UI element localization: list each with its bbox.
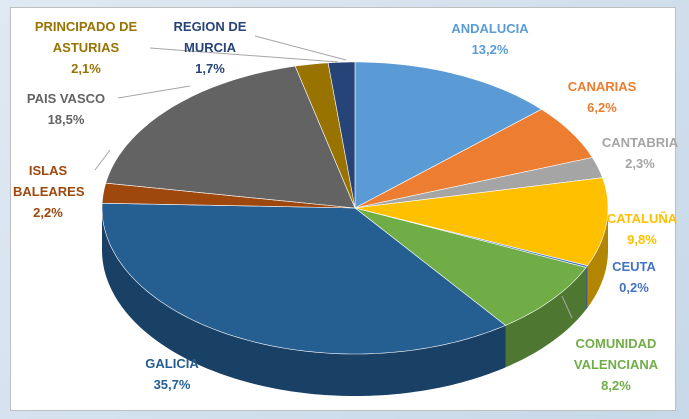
slice-side xyxy=(102,208,506,396)
slice-side xyxy=(587,208,608,308)
category-label: COMUNIDAD VALENCIANA xyxy=(573,336,659,372)
category-label: ANDALUCIA xyxy=(451,21,529,36)
category-label: GALICIA xyxy=(145,356,199,371)
pie-slice xyxy=(354,177,609,267)
data-label: CANTABRIA 2,3% xyxy=(540,132,689,174)
data-label: CANARIAS 6,2% xyxy=(502,76,689,118)
slice-side-shade xyxy=(505,267,587,368)
pie-slice xyxy=(327,61,356,209)
data-label: REGION DE MURCIA 1,7% xyxy=(170,16,250,79)
value-label: 13,2% xyxy=(471,42,509,57)
value-label: 8,2% xyxy=(601,378,631,393)
category-label: CATALUÑA xyxy=(606,211,678,226)
leader-line xyxy=(117,85,191,99)
data-label: ANDALUCIA 13,2% xyxy=(390,18,590,60)
data-label: COMUNIDAD VALENCIANA 8,2% xyxy=(566,333,666,396)
data-label: CEUTA 0,2% xyxy=(534,256,689,298)
value-label: 2,1% xyxy=(71,61,101,76)
category-label: REGION DE MURCIA xyxy=(173,19,247,55)
slice-side-shade xyxy=(102,208,506,396)
value-label: 35,7% xyxy=(153,377,191,392)
pie-slice xyxy=(354,61,543,209)
pie-slice xyxy=(354,157,603,209)
category-label: ISLAS BALEARES xyxy=(13,163,85,199)
data-label: ISLAS BALEARES 2,2% xyxy=(13,160,85,223)
pie-sides xyxy=(102,208,608,396)
category-label: PAIS VASCO xyxy=(26,91,106,106)
value-label: 6,2% xyxy=(587,100,617,115)
slice-side-shade xyxy=(587,208,608,308)
value-label: 2,2% xyxy=(33,205,63,220)
category-label: PRINCIPADO DE ASTURIAS xyxy=(34,19,138,55)
value-label: 2,3% xyxy=(625,156,655,171)
value-label: 1,7% xyxy=(195,61,225,76)
leader-line xyxy=(149,47,339,63)
category-label: CANTABRIA xyxy=(601,135,679,150)
value-label: 0,2% xyxy=(619,280,649,295)
slice-side xyxy=(586,265,588,310)
data-label: PRINCIPADO DE ASTURIAS 2,1% xyxy=(31,16,141,79)
data-label: GALICIA 35,7% xyxy=(72,353,272,395)
value-label: 18,5% xyxy=(47,112,85,127)
slice-side xyxy=(505,267,587,368)
pie-slice xyxy=(101,202,507,355)
pie-slice xyxy=(354,108,593,209)
data-label: CATALUÑA 9,8% xyxy=(542,208,689,250)
value-label: 9,8% xyxy=(627,232,657,247)
leader-line xyxy=(94,149,111,171)
pie-slice xyxy=(105,65,356,209)
pie-slice xyxy=(294,62,356,209)
leader-line xyxy=(254,35,347,61)
pie-slice xyxy=(354,207,587,326)
leader-line xyxy=(561,295,573,319)
slice-side-shade xyxy=(586,265,588,310)
category-label: CANARIAS xyxy=(567,79,637,94)
category-label: CEUTA xyxy=(612,259,656,274)
pie-tops xyxy=(101,61,609,355)
data-label: PAIS VASCO 18,5% xyxy=(0,88,166,130)
